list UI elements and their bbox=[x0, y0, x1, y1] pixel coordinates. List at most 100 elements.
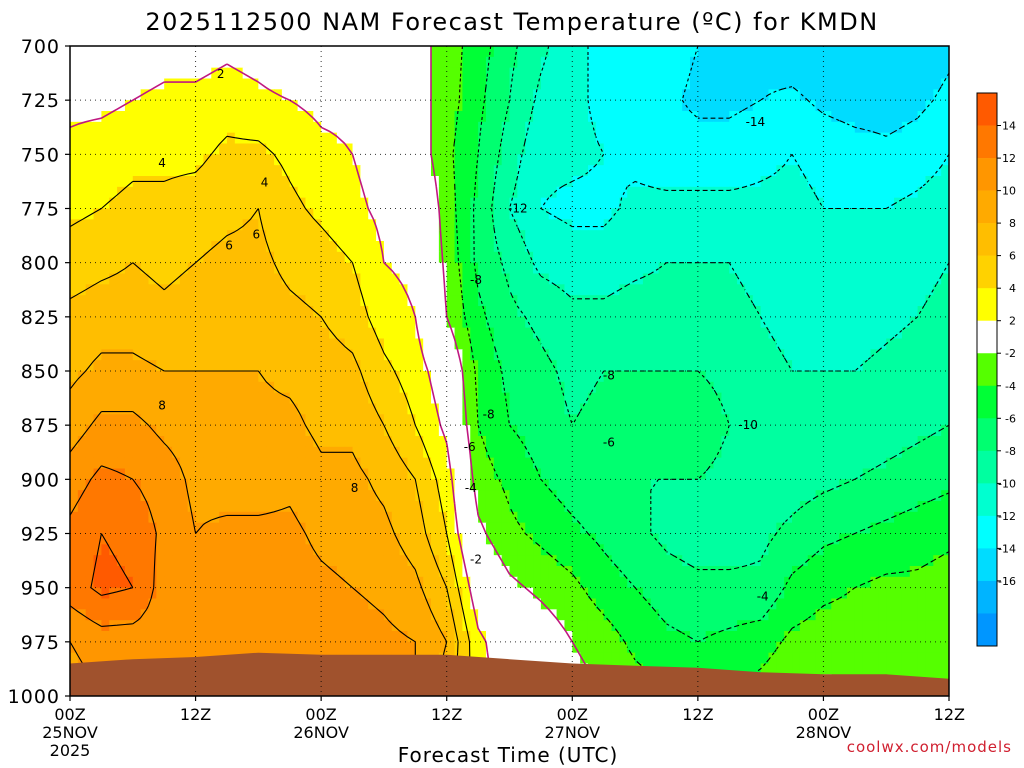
temperature-cell bbox=[140, 251, 150, 264]
temperature-cell bbox=[611, 121, 620, 134]
temperature-cell bbox=[705, 284, 715, 296]
temperature-cell bbox=[580, 468, 589, 480]
temperature-cell bbox=[187, 446, 197, 459]
temperature-cell bbox=[564, 403, 573, 415]
temperature-cell bbox=[580, 56, 589, 69]
temperature-cell bbox=[925, 67, 934, 80]
temperature-cell bbox=[478, 132, 487, 145]
temperature-cell bbox=[846, 295, 856, 307]
temperature-cell bbox=[462, 241, 471, 253]
temperature-cell bbox=[117, 522, 126, 535]
temperature-cell bbox=[619, 501, 628, 513]
temperature-cell bbox=[179, 306, 189, 318]
temperature-cell bbox=[768, 241, 777, 253]
temperature-cell bbox=[909, 121, 919, 134]
temperature-cell bbox=[242, 219, 252, 231]
temperature-cell bbox=[635, 132, 644, 145]
temperature-cell bbox=[226, 360, 236, 372]
temperature-cell bbox=[478, 46, 487, 58]
temperature-cell bbox=[729, 111, 738, 123]
temperature-cell bbox=[281, 241, 291, 253]
temperature-cell bbox=[690, 414, 699, 426]
temperature-cell bbox=[391, 468, 401, 480]
temperature-cell bbox=[509, 89, 518, 101]
temperature-cell bbox=[619, 436, 628, 448]
temperature-cell bbox=[815, 121, 825, 134]
temperature-cell bbox=[454, 78, 464, 90]
temperature-cell bbox=[697, 436, 707, 448]
temperature-cell bbox=[470, 327, 479, 340]
temperature-cell bbox=[674, 230, 683, 242]
temperature-cell bbox=[533, 446, 542, 459]
temperature-cell bbox=[132, 381, 142, 394]
temperature-cell bbox=[862, 132, 872, 145]
temperature-cell bbox=[799, 327, 809, 340]
temperature-cell bbox=[807, 501, 817, 513]
temperature-cell bbox=[619, 371, 628, 383]
temperature-cell bbox=[901, 251, 911, 264]
temperature-cell bbox=[195, 360, 205, 372]
temperature-cell bbox=[109, 371, 118, 383]
temperature-cell bbox=[172, 436, 181, 448]
temperature-cell bbox=[117, 381, 126, 394]
temperature-cell bbox=[674, 457, 683, 470]
temperature-cell bbox=[187, 154, 197, 166]
temperature-cell bbox=[124, 165, 134, 177]
temperature-cell bbox=[297, 56, 307, 69]
temperature-cell bbox=[941, 306, 949, 318]
temperature-cell bbox=[603, 121, 613, 134]
temperature-cell bbox=[697, 230, 707, 242]
temperature-cell bbox=[729, 295, 738, 307]
temperature-cell bbox=[627, 165, 636, 177]
temperature-cell bbox=[321, 78, 330, 90]
temperature-cell bbox=[658, 338, 668, 350]
temperature-cell bbox=[148, 338, 157, 350]
temperature-cell bbox=[611, 295, 620, 307]
temperature-cell bbox=[462, 89, 471, 101]
temperature-cell bbox=[368, 284, 377, 296]
temperature-cell bbox=[117, 446, 126, 459]
temperature-cell bbox=[454, 132, 464, 145]
temperature-cell bbox=[886, 219, 895, 231]
temperature-cell bbox=[148, 403, 157, 415]
temperature-cell bbox=[352, 436, 361, 448]
temperature-cell bbox=[242, 436, 252, 448]
temperature-cell bbox=[313, 306, 322, 318]
temperature-cell bbox=[117, 154, 126, 166]
temperature-cell bbox=[917, 425, 927, 437]
temperature-cell bbox=[172, 67, 181, 80]
temperature-cell bbox=[854, 295, 864, 307]
temperature-cell bbox=[336, 78, 346, 90]
temperature-cell bbox=[140, 403, 150, 415]
temperature-cell bbox=[595, 186, 605, 199]
temperature-cell bbox=[328, 490, 338, 502]
temperature-cell bbox=[933, 446, 942, 459]
temperature-cell bbox=[391, 154, 401, 166]
temperature-cell bbox=[187, 165, 197, 177]
temperature-cell bbox=[132, 46, 142, 58]
temperature-cell bbox=[344, 100, 354, 112]
temperature-cell bbox=[705, 316, 715, 329]
temperature-cell bbox=[281, 306, 291, 318]
temperature-cell bbox=[470, 436, 479, 448]
temperature-cell bbox=[635, 56, 644, 69]
temperature-cell bbox=[603, 46, 613, 58]
temperature-cell bbox=[234, 56, 244, 69]
temperature-cell bbox=[446, 100, 456, 112]
temperature-cell bbox=[587, 143, 597, 155]
temperature-cell bbox=[226, 522, 236, 535]
temperature-cell bbox=[172, 230, 181, 242]
temperature-cell bbox=[556, 392, 566, 405]
temperature-cell bbox=[289, 392, 299, 405]
temperature-cell bbox=[470, 56, 479, 69]
temperature-cell bbox=[305, 349, 314, 361]
temperature-cell bbox=[148, 349, 157, 361]
temperature-cell bbox=[776, 295, 785, 307]
temperature-cell bbox=[509, 121, 518, 134]
temperature-cell bbox=[815, 67, 825, 80]
temperature-cell bbox=[580, 316, 589, 329]
temperature-cell bbox=[446, 208, 456, 220]
temperature-cell bbox=[517, 446, 526, 459]
temperature-cell bbox=[140, 208, 150, 220]
temperature-cell bbox=[336, 522, 346, 535]
